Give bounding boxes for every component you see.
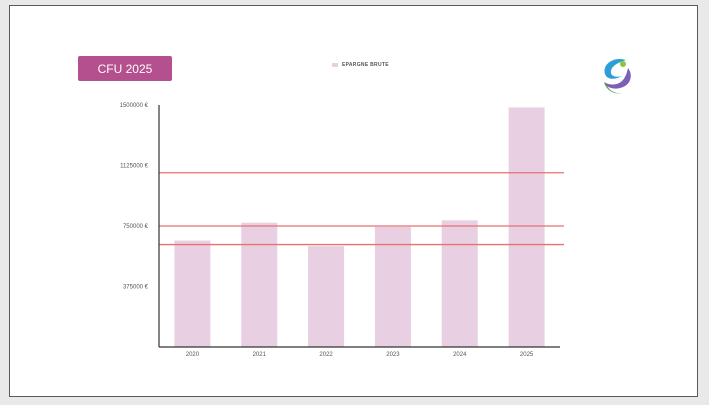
- swirl-logo-icon: [604, 58, 631, 94]
- bar-2024: [441, 220, 478, 347]
- y-tick-label: 375000 €: [123, 285, 149, 291]
- y-tick-labels: 375000 € 750000 € 1125000 € 1500000 €: [120, 103, 149, 291]
- x-tick-label: 2021: [253, 352, 267, 358]
- x-tick-label: 2024: [453, 352, 467, 358]
- y-tick-label: 1500000 €: [120, 103, 149, 109]
- chart-legend: EPARGNE BRUTE: [332, 62, 389, 68]
- legend-swatch: [332, 63, 338, 67]
- slide: CFU 2025 EPARGNE BRUTE: [9, 5, 698, 397]
- x-tick-label: 2025: [520, 352, 534, 358]
- x-tick-label: 2023: [386, 352, 400, 358]
- bar-2020: [174, 240, 211, 347]
- bar-2023: [374, 226, 411, 347]
- title-badge: CFU 2025: [78, 56, 172, 81]
- y-tick-label: 750000 €: [123, 224, 149, 230]
- x-tick-label: 2020: [186, 352, 200, 358]
- bar-2021: [241, 222, 278, 347]
- y-tick-label: 1125000 €: [120, 164, 149, 170]
- x-tick-label: 2022: [319, 352, 333, 358]
- x-tick-labels: 2020 2021 2022 2023 2024 2025: [186, 352, 534, 358]
- legend-label: EPARGNE BRUTE: [342, 62, 389, 68]
- bar-2022: [308, 246, 345, 347]
- bar-2025: [508, 107, 545, 347]
- reference-lines-layer: [159, 172, 564, 246]
- bars-layer: [174, 107, 545, 347]
